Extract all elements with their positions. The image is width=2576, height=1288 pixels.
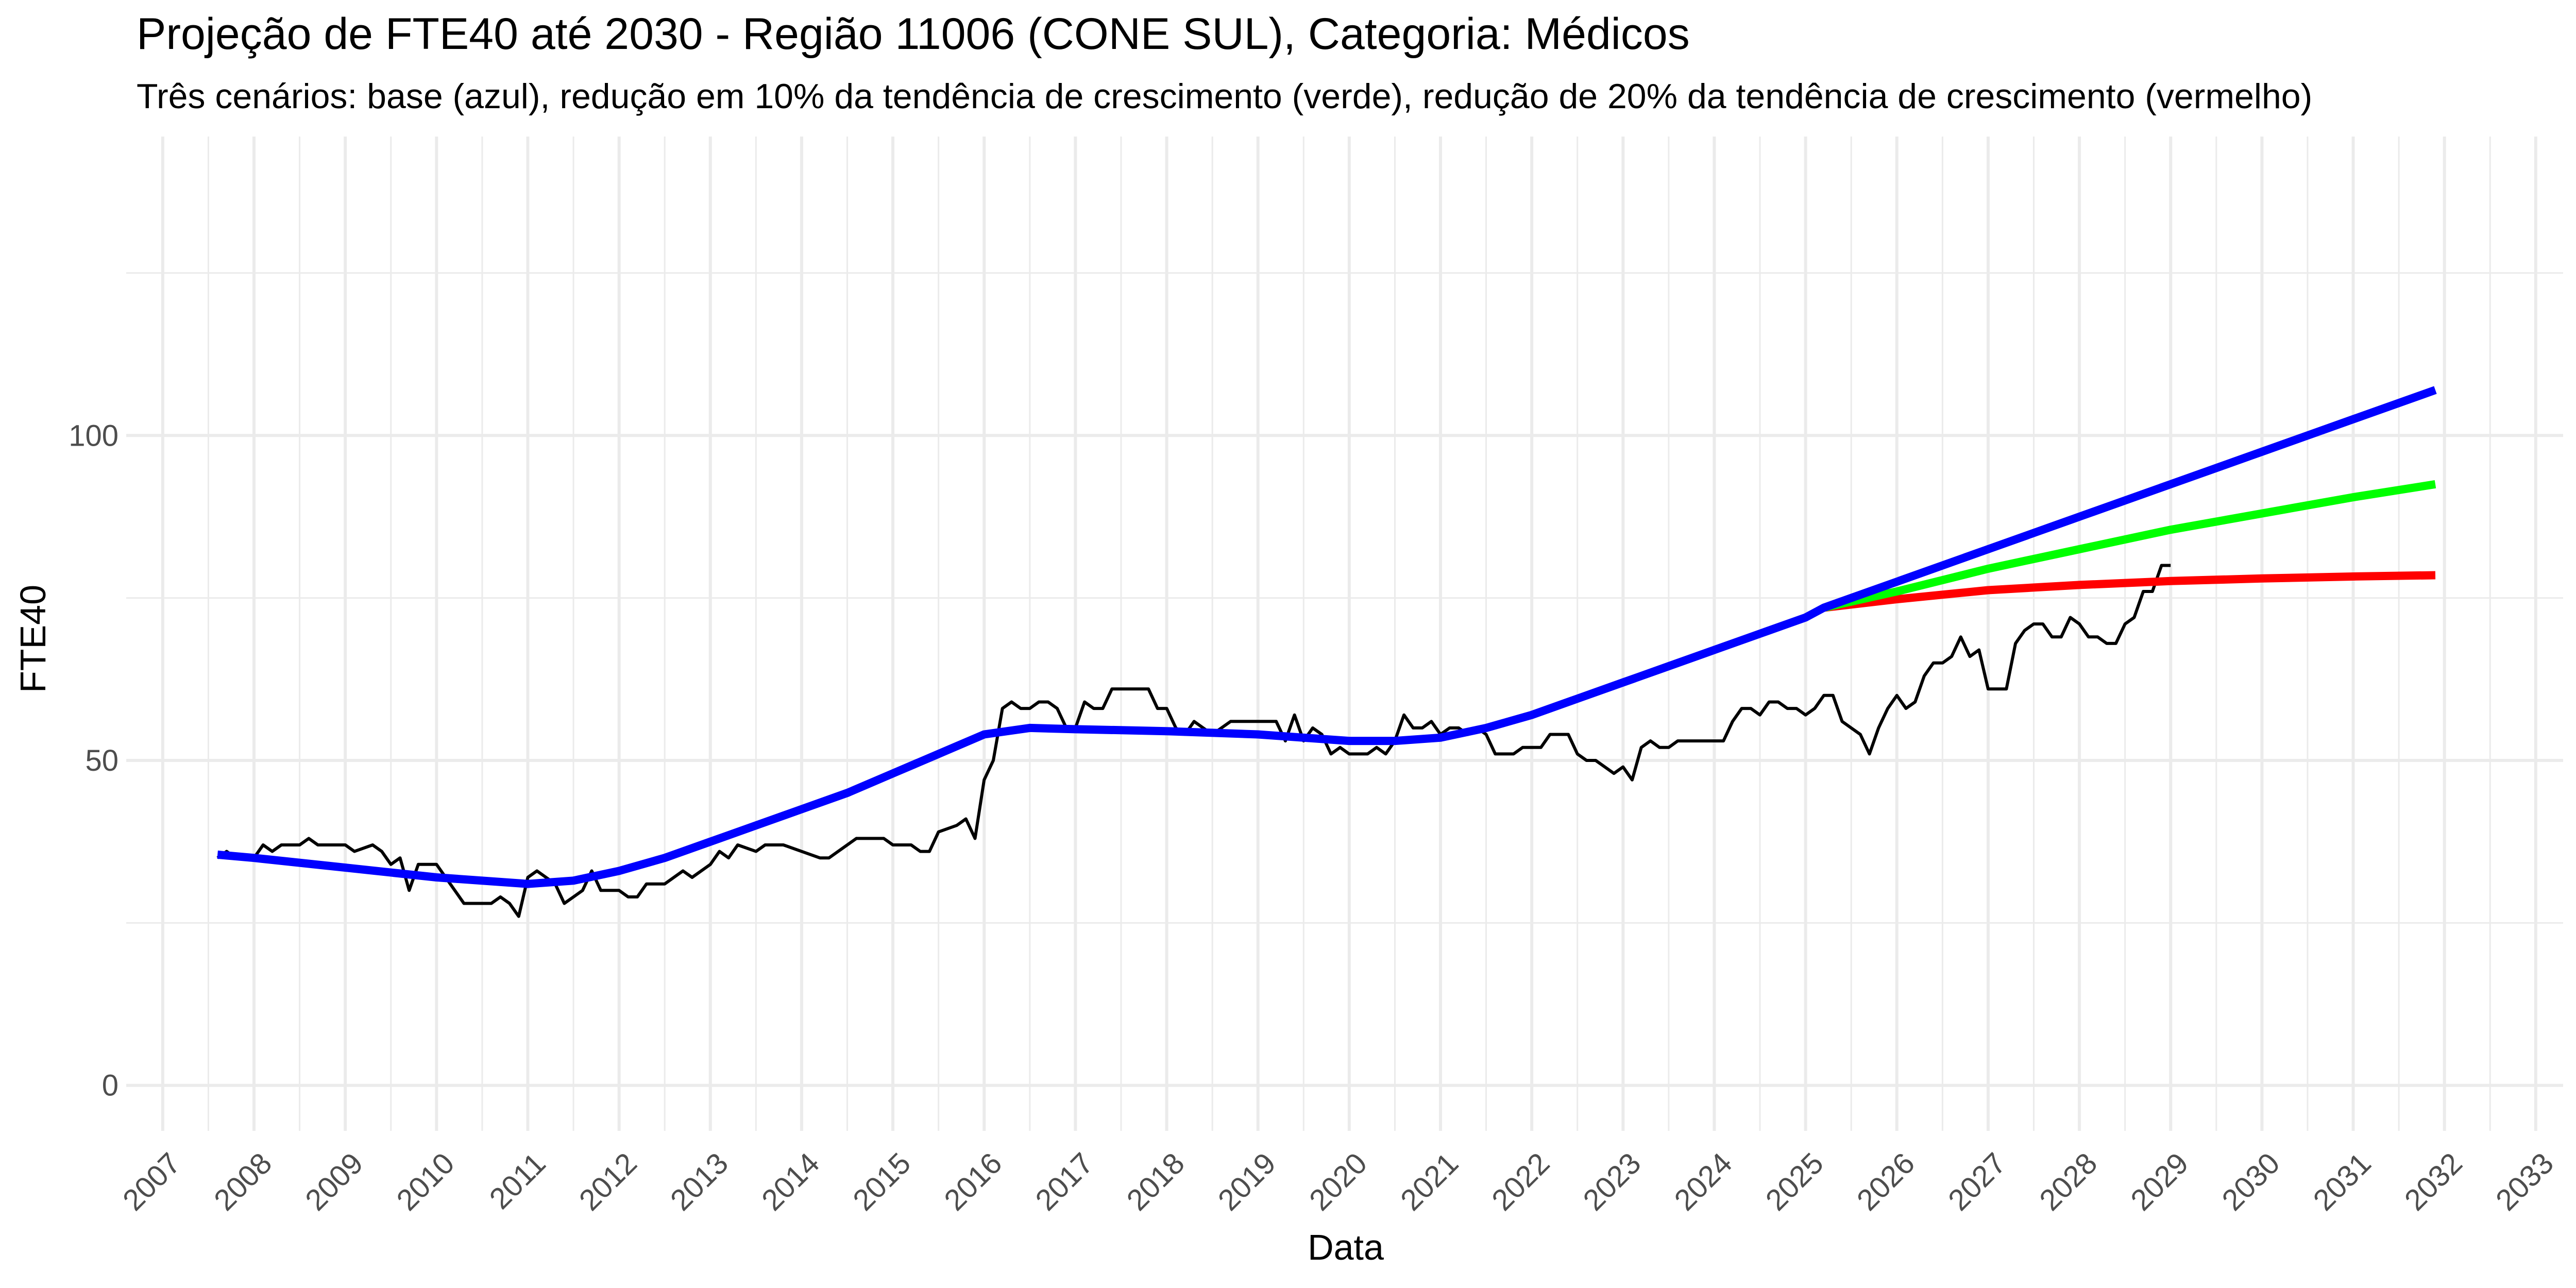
x-tick-label: 2024 [1668,1146,1738,1217]
series-line-reduction10 [1823,480,2436,612]
y-axis-ticks: 0 50 100 [69,419,118,1102]
x-tick-label: 2022 [1485,1146,1556,1217]
x-tick-label: 2011 [483,1146,552,1215]
y-tick-label: 50 [85,744,118,777]
chart-subtitle: Três cenários: base (azul), redução em 1… [137,77,2312,116]
x-tick-label: 2014 [755,1146,826,1217]
x-tick-label: 2027 [1942,1146,2012,1217]
series-line-reduction20 [1823,571,2436,612]
x-tick-label: 2016 [938,1146,1008,1217]
y-axis-title: FTE40 [13,585,53,693]
series-line-base [217,386,2437,888]
x-tick-label: 2017 [1029,1146,1099,1217]
x-tick-label: 2012 [573,1146,643,1217]
x-axis-ticks: 2007 2008 2009 2010 2011 2012 2013 2014 2015 2016… [116,1146,2560,1217]
y-tick-label: 0 [102,1069,118,1103]
x-tick-label: 2015 [846,1146,917,1217]
x-axis-title: Data [1308,1227,1384,1267]
x-tick-label: 2009 [299,1146,369,1217]
series-line-observed [216,564,2171,918]
x-tick-label: 2021 [1394,1146,1465,1217]
chart-title: Projeção de FTE40 até 2030 - Região 1100… [137,9,1690,59]
x-tick-label: 2008 [208,1146,278,1217]
x-tick-label: 2026 [1851,1146,1921,1217]
x-tick-label: 2025 [1759,1146,1830,1217]
x-tick-label: 2020 [1303,1146,1374,1217]
x-tick-label: 2032 [2398,1146,2469,1217]
gridlines [126,137,2563,1131]
x-tick-label: 2028 [2033,1146,2104,1217]
x-tick-label: 2019 [1212,1146,1282,1217]
x-tick-label: 2023 [1577,1146,1647,1217]
x-tick-label: 2018 [1121,1146,1191,1217]
x-tick-label: 2031 [2307,1146,2378,1217]
y-tick-label: 100 [69,419,118,452]
x-tick-label: 2029 [2124,1146,2195,1217]
x-tick-label: 2013 [664,1146,735,1217]
x-tick-label: 2010 [390,1146,461,1217]
x-tick-label: 2033 [2489,1146,2560,1217]
series [216,386,2437,918]
x-tick-label: 2007 [116,1146,187,1217]
x-tick-label: 2030 [2215,1146,2286,1217]
